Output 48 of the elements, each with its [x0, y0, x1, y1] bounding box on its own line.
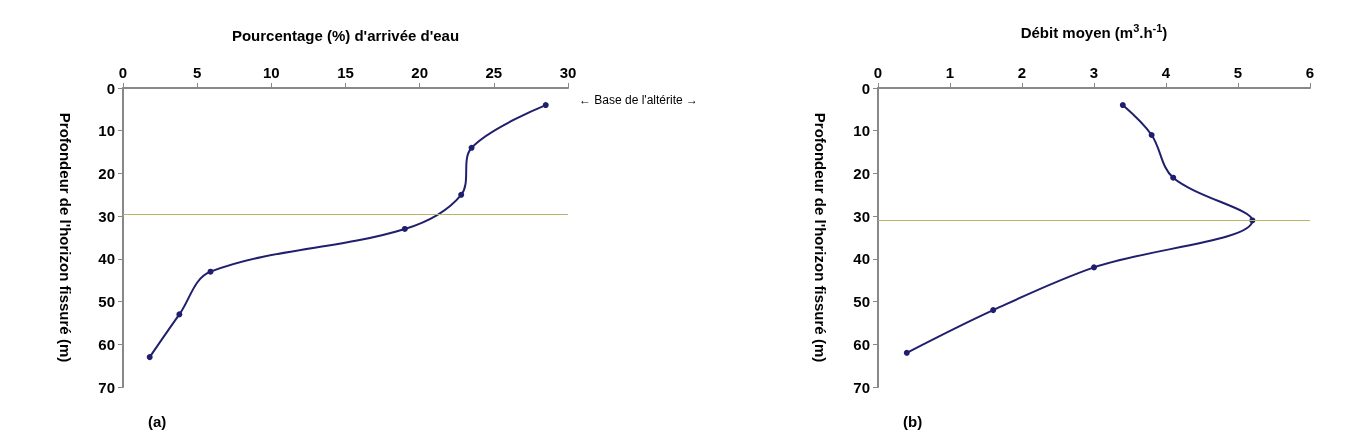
y-axis-title: Profondeur de l'horizon fissuré (m) — [56, 112, 74, 363]
y-tick-label: 50 — [98, 293, 115, 311]
point — [146, 354, 153, 361]
y-tick-label: 40 — [98, 250, 115, 268]
y-axis-title: Profondeur de l'horizon fissuré (m) — [811, 112, 829, 363]
point — [1148, 131, 1155, 138]
point — [176, 311, 183, 318]
y-tick-label: 20 — [853, 164, 870, 182]
x-tick-label: 0 — [873, 64, 883, 81]
point — [1119, 102, 1126, 109]
y-tick-label: 10 — [853, 122, 870, 140]
y-tick-label: 70 — [98, 378, 115, 396]
y-tick-label: 0 — [106, 79, 115, 97]
point — [542, 102, 549, 109]
x-tick-label: 25 — [485, 64, 503, 81]
x-tick-label: 5 — [1233, 64, 1243, 81]
x-tick-label: 6 — [1305, 64, 1315, 81]
y-tick-label: 60 — [853, 335, 870, 353]
x-tick-label: 30 — [559, 64, 577, 81]
point — [1170, 174, 1177, 181]
x-tick-label: 0 — [118, 64, 128, 81]
y-tick-label: 20 — [98, 164, 115, 182]
y-tick-label: 10 — [98, 122, 115, 140]
point — [401, 225, 408, 232]
point — [1091, 264, 1097, 271]
point — [458, 191, 465, 198]
text: (a) — [148, 413, 167, 430]
x-tick-label: 1 — [945, 64, 955, 81]
x-tick-label: 4 — [1161, 64, 1171, 81]
y-tick-label: 30 — [98, 207, 115, 225]
point — [990, 307, 997, 314]
y-tick-label: 30 — [853, 207, 870, 225]
point — [903, 349, 910, 356]
x-tick-label: 5 — [192, 64, 202, 81]
point — [468, 144, 475, 151]
text: ← Base de l'altérite → — [578, 93, 699, 107]
x-tick-label: 10 — [262, 64, 280, 81]
x-tick-label: 20 — [411, 64, 429, 81]
y-tick-label: 40 — [853, 250, 870, 268]
x-tick-label: 15 — [337, 64, 354, 81]
y-tick-label: 0 — [861, 79, 870, 97]
y-tick-label: 60 — [98, 335, 115, 353]
y-tick-label: 50 — [853, 293, 870, 311]
x-tick-label: 2 — [1017, 64, 1027, 81]
x-tick-label: 3 — [1089, 64, 1099, 81]
text: (b) — [903, 413, 923, 430]
x-axis-title: Pourcentage (%) d'arrivée d'eau — [231, 27, 460, 44]
y-tick-label: 70 — [853, 378, 870, 396]
